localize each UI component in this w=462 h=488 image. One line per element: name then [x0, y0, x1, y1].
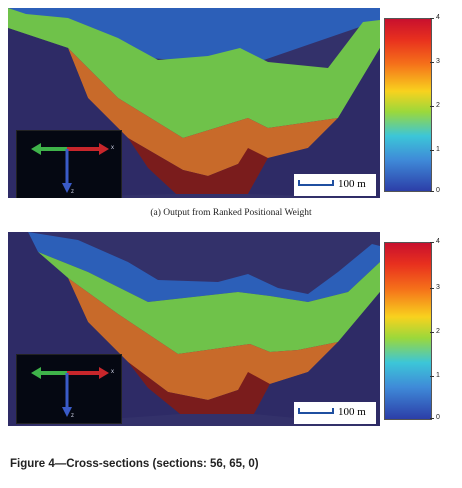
tick-mark: [430, 18, 434, 19]
z-axis-label: z: [71, 413, 74, 419]
colorbar-a: 4 3 2 1 0: [380, 14, 456, 200]
tick-mark: [430, 418, 434, 419]
phase-1-region: [38, 252, 380, 354]
colorbar-tick-label: 1: [436, 146, 440, 153]
colorbar-tick-label: 3: [436, 284, 440, 291]
colorbar-tick-label: 3: [436, 58, 440, 65]
colorbar-tick-label: 2: [436, 102, 440, 109]
axis-triad-icon: [31, 143, 109, 193]
scale-label: 100 m: [338, 178, 366, 190]
z-axis-label: z: [71, 189, 74, 195]
phase-0-region: [8, 8, 380, 64]
phase-3-region: [128, 138, 268, 194]
phase-2-region: [68, 278, 338, 400]
phase-1-region: [8, 8, 380, 138]
phase-2-region: [68, 48, 338, 176]
scale-bar-icon: [298, 408, 334, 414]
figure-caption: Figure 4—Cross-sections (sections: 56, 6…: [10, 458, 259, 470]
tick-mark: [430, 376, 434, 377]
x-axis-label: x: [111, 369, 114, 375]
axis-gizmo: x z: [16, 354, 122, 424]
cross-section-panel-a: x z 100 m: [8, 8, 380, 198]
phase-0-region: [28, 232, 380, 302]
colorbar-b: 4 3 2 1 0: [380, 238, 456, 428]
axis-gizmo: x z: [16, 130, 122, 198]
scale-label: 100 m: [338, 406, 366, 418]
tick-mark: [430, 242, 434, 243]
colorbar-tick-label: 2: [436, 328, 440, 335]
axis-triad-icon: [31, 367, 109, 417]
tick-mark: [430, 150, 434, 151]
scale-indicator: 100 m: [294, 402, 376, 424]
section-shadow: [254, 292, 380, 426]
colorbar-gradient: [384, 242, 432, 420]
section-shadow: [248, 48, 380, 198]
tick-mark: [430, 288, 434, 289]
tick-mark: [430, 191, 434, 192]
tick-mark: [430, 332, 434, 333]
tick-mark: [430, 62, 434, 63]
scale-bar-icon: [298, 180, 334, 186]
colorbar-tick-label: 4: [436, 14, 440, 21]
tick-mark: [430, 106, 434, 107]
colorbar-tick-label: 1: [436, 372, 440, 379]
phase-3-region: [128, 362, 270, 414]
colorbar-gradient: [384, 18, 432, 192]
x-axis-label: x: [111, 145, 114, 151]
subfigure-caption-a: (a) Output from Ranked Positional Weight: [150, 208, 312, 218]
scale-indicator: 100 m: [294, 174, 376, 196]
cross-section-panel-b: x z 100 m: [8, 232, 380, 426]
colorbar-tick-label: 4: [436, 238, 440, 245]
colorbar-tick-label: 0: [436, 414, 440, 421]
colorbar-tick-label: 0: [436, 187, 440, 194]
